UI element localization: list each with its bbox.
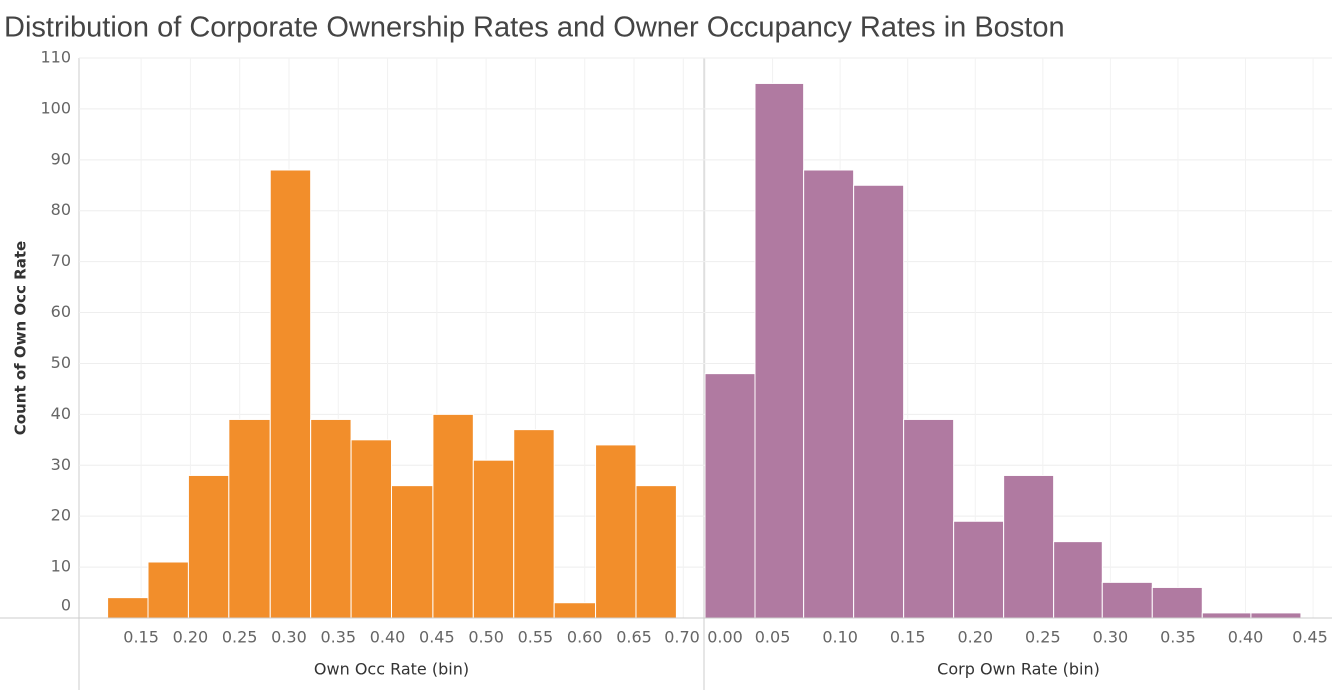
- x-tick-label: 0.25: [1025, 628, 1061, 647]
- x-tick-label: 0.30: [1093, 628, 1129, 647]
- bar: [853, 184, 905, 619]
- x-tick-label: 0.05: [755, 628, 791, 647]
- y-tick-label: 100: [40, 98, 71, 117]
- x-tick-label: 0.20: [957, 628, 993, 647]
- bar: [1053, 541, 1103, 619]
- x-tick-label: 0.00: [707, 628, 743, 647]
- bar: [553, 602, 597, 619]
- bar: [953, 520, 1005, 619]
- x-tick-label: 0.50: [468, 628, 504, 647]
- bar: [391, 485, 434, 619]
- bar: [803, 169, 855, 619]
- x-tick-label: 0.30: [271, 628, 307, 647]
- y-tick-label: 70: [51, 251, 71, 270]
- x-axis-title: Corp Own Rate (bin): [937, 660, 1100, 679]
- y-tick-label: 20: [51, 506, 71, 525]
- bar: [147, 561, 189, 619]
- bar: [187, 474, 230, 619]
- x-tick-label: 0.40: [370, 628, 406, 647]
- x-tick-label: 0.15: [123, 628, 159, 647]
- bar: [107, 597, 149, 619]
- bar: [432, 413, 474, 619]
- x-tick-label: 0.70: [664, 628, 700, 647]
- y-tick-label: 10: [51, 557, 71, 576]
- x-tick-label: 0.65: [616, 628, 652, 647]
- x-tick-label: 0.40: [1228, 628, 1264, 647]
- bar: [350, 439, 393, 619]
- x-tick-label: 0.55: [518, 628, 554, 647]
- bar: [635, 485, 677, 619]
- y-tick-label: 80: [51, 200, 71, 219]
- bar: [903, 418, 955, 619]
- bar: [310, 418, 352, 619]
- bar: [754, 82, 805, 619]
- bar: [1003, 474, 1055, 619]
- bar: [1201, 612, 1252, 619]
- x-tick-label: 0.20: [173, 628, 209, 647]
- bar: [472, 459, 515, 619]
- bar: [1101, 581, 1153, 619]
- y-tick-label: 30: [51, 455, 71, 474]
- y-tick-label: 90: [51, 149, 71, 168]
- bar: [1250, 612, 1302, 619]
- bar: [228, 418, 271, 619]
- bar: [269, 169, 312, 619]
- x-tick-label: 0.60: [567, 628, 603, 647]
- x-tick-label: 0.15: [890, 628, 926, 647]
- x-tick-label: 0.45: [419, 628, 455, 647]
- x-tick-label: 0.35: [1160, 628, 1196, 647]
- x-tick-label: 0.10: [822, 628, 858, 647]
- bar: [513, 429, 555, 619]
- bar: [704, 373, 756, 619]
- bar: [595, 444, 637, 619]
- chart-title: Distribution of Corporate Ownership Rate…: [4, 12, 1065, 44]
- bar: [1151, 586, 1203, 619]
- y-axis-title: Count of Own Occ Rate: [12, 241, 30, 435]
- y-tick-label: 60: [51, 302, 71, 321]
- x-tick-label: 0.35: [320, 628, 356, 647]
- x-axis-title: Own Occ Rate (bin): [314, 660, 469, 679]
- y-tick-label: 40: [51, 404, 71, 423]
- y-tick-label: 0: [61, 596, 71, 615]
- y-tick-label: 50: [51, 353, 71, 372]
- x-tick-label: 0.45: [1292, 628, 1328, 647]
- y-tick-label: 110: [40, 48, 71, 67]
- x-tick-label: 0.25: [222, 628, 258, 647]
